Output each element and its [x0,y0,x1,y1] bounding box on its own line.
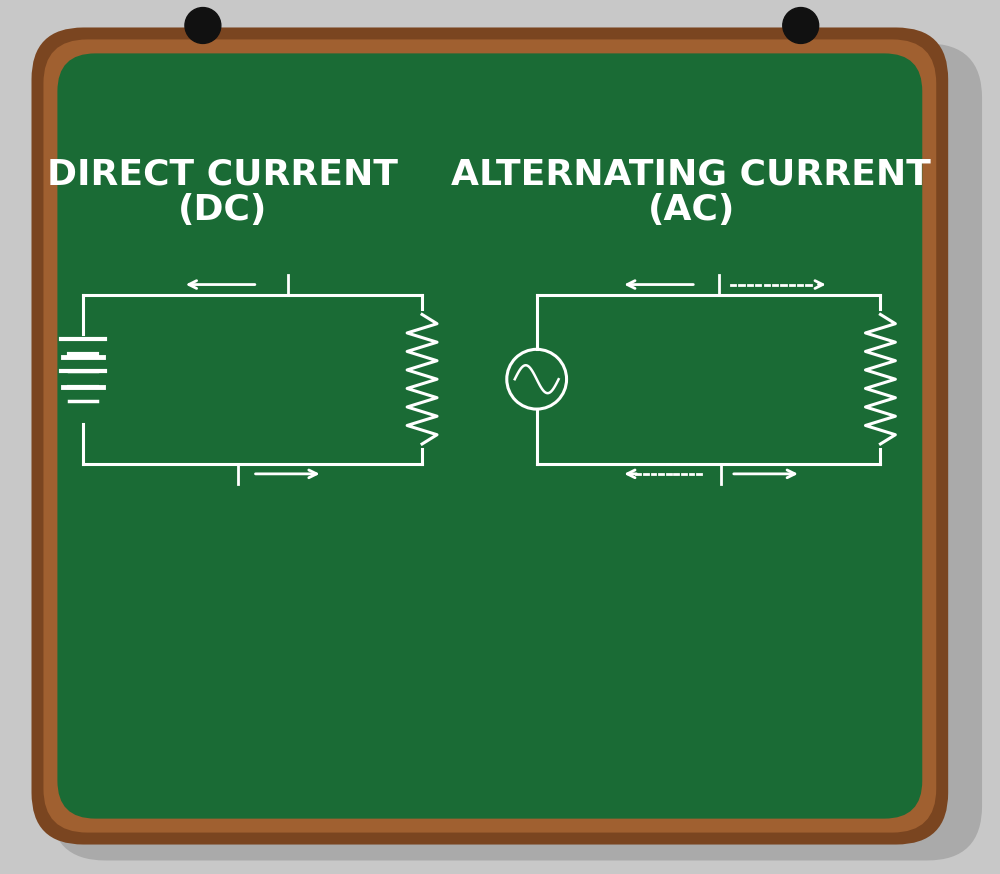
Text: ALTERNATING CURRENT: ALTERNATING CURRENT [451,158,931,192]
Text: (AC): (AC) [647,193,735,227]
FancyBboxPatch shape [57,53,922,819]
Circle shape [783,8,819,44]
FancyBboxPatch shape [43,39,936,833]
Circle shape [185,8,221,44]
Text: (DC): (DC) [178,193,267,227]
Text: DIRECT CURRENT: DIRECT CURRENT [47,158,398,192]
FancyBboxPatch shape [50,44,982,861]
FancyBboxPatch shape [31,27,948,844]
